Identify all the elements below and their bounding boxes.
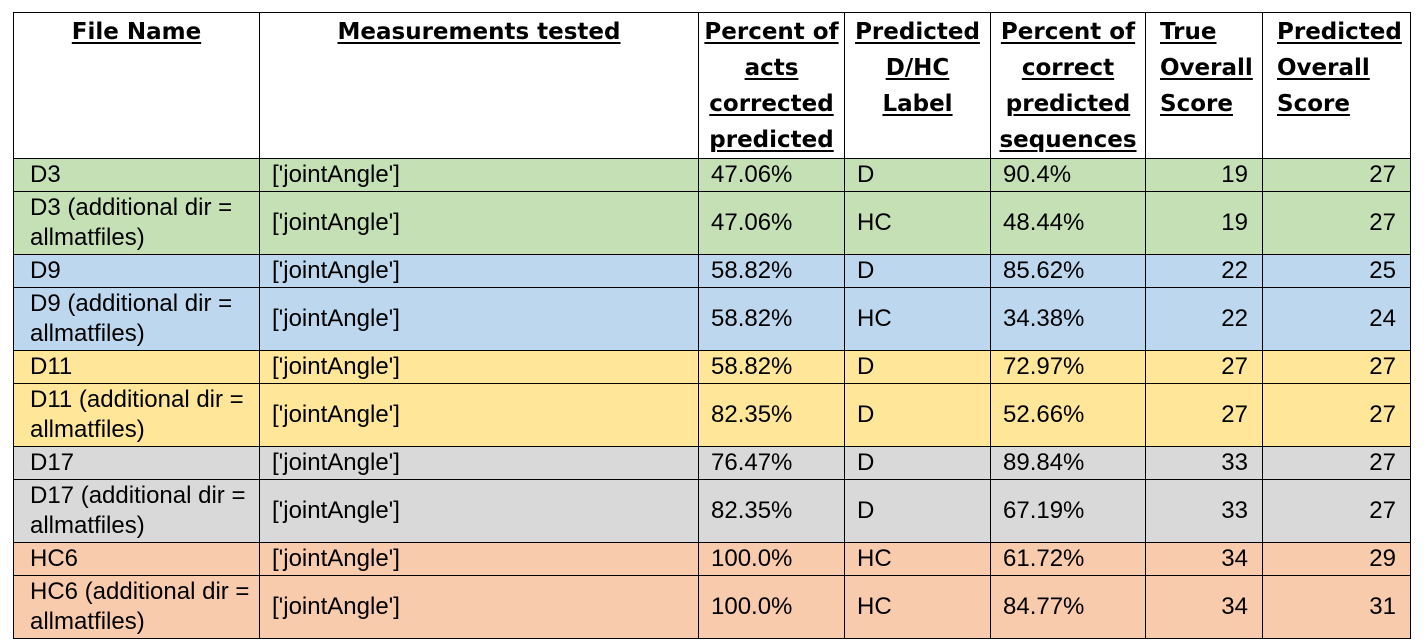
cell-percent-acts: 58.82%	[698, 350, 845, 384]
cell-measurements: ['jointAngle']	[259, 542, 699, 576]
cell-percent-sequences: 48.44%	[990, 191, 1146, 255]
cell-percent-acts: 47.06%	[698, 158, 845, 192]
cell-percent-sequences: 72.97%	[990, 350, 1146, 384]
cell-predicted-label: HC	[844, 191, 991, 255]
table-row: D3 ['jointAngle'] 47.06% D 90.4% 19 27	[13, 158, 1411, 192]
cell-file-name: D3 (additional dir = allmatfiles)	[13, 191, 260, 255]
cell-true-score: 19	[1145, 158, 1263, 192]
table-row: D9 (additional dir = allmatfiles) ['join…	[13, 287, 1411, 351]
cell-percent-sequences: 84.77%	[990, 575, 1146, 639]
cell-true-score: 22	[1145, 254, 1263, 288]
cell-true-score: 33	[1145, 479, 1263, 543]
header-file-name: File Name	[13, 12, 260, 159]
cell-predicted-label: D	[844, 479, 991, 543]
cell-file-name: HC6 (additional dir = allmatfiles)	[13, 575, 260, 639]
cell-true-score: 22	[1145, 287, 1263, 351]
cell-measurements: ['jointAngle']	[259, 383, 699, 447]
header-percent-correct-sequences: Percent of correct predicted sequences	[990, 12, 1146, 159]
cell-file-name: D11 (additional dir = allmatfiles)	[13, 383, 260, 447]
cell-file-name: D3	[13, 158, 260, 192]
cell-percent-sequences: 89.84%	[990, 446, 1146, 480]
cell-file-name: D9 (additional dir = allmatfiles)	[13, 287, 260, 351]
cell-measurements: ['jointAngle']	[259, 350, 699, 384]
cell-predicted-score: 27	[1262, 191, 1411, 255]
cell-percent-acts: 82.35%	[698, 479, 845, 543]
cell-predicted-label: HC	[844, 287, 991, 351]
cell-predicted-label: D	[844, 254, 991, 288]
cell-percent-acts: 82.35%	[698, 383, 845, 447]
table-row: D17 (additional dir = allmatfiles) ['joi…	[13, 479, 1411, 543]
cell-true-score: 33	[1145, 446, 1263, 480]
cell-predicted-score: 27	[1262, 350, 1411, 384]
cell-predicted-score: 25	[1262, 254, 1411, 288]
cell-percent-sequences: 67.19%	[990, 479, 1146, 543]
cell-file-name: D17 (additional dir = allmatfiles)	[13, 479, 260, 543]
cell-percent-sequences: 90.4%	[990, 158, 1146, 192]
cell-percent-sequences: 61.72%	[990, 542, 1146, 576]
cell-measurements: ['jointAngle']	[259, 479, 699, 543]
cell-predicted-score: 27	[1262, 383, 1411, 447]
cell-percent-acts: 100.0%	[698, 575, 845, 639]
table-row: D9 ['jointAngle'] 58.82% D 85.62% 22 25	[13, 254, 1411, 288]
cell-measurements: ['jointAngle']	[259, 575, 699, 639]
cell-percent-acts: 47.06%	[698, 191, 845, 255]
cell-measurements: ['jointAngle']	[259, 158, 699, 192]
header-true-overall-score: True Overall Score	[1145, 12, 1263, 159]
table-row: D11 (additional dir = allmatfiles) ['joi…	[13, 383, 1411, 447]
header-measurements-tested: Measurements tested	[259, 12, 699, 159]
cell-predicted-label: D	[844, 446, 991, 480]
header-percent-acts-corrected: Percent of acts corrected predicted	[698, 12, 845, 159]
cell-file-name: D11	[13, 350, 260, 384]
cell-measurements: ['jointAngle']	[259, 287, 699, 351]
cell-percent-sequences: 85.62%	[990, 254, 1146, 288]
cell-true-score: 27	[1145, 350, 1263, 384]
header-predicted-label: Predicted D/HC Label	[844, 12, 991, 159]
header-predicted-overall-score: Predicted Overall Score	[1262, 12, 1411, 159]
cell-true-score: 34	[1145, 575, 1263, 639]
cell-true-score: 19	[1145, 191, 1263, 255]
results-table: File Name Measurements tested Percent of…	[13, 12, 1411, 639]
cell-measurements: ['jointAngle']	[259, 191, 699, 255]
cell-predicted-score: 27	[1262, 158, 1411, 192]
cell-file-name: D9	[13, 254, 260, 288]
cell-true-score: 34	[1145, 542, 1263, 576]
table-row: D3 (additional dir = allmatfiles) ['join…	[13, 191, 1411, 255]
cell-true-score: 27	[1145, 383, 1263, 447]
cell-percent-acts: 100.0%	[698, 542, 845, 576]
header-row: File Name Measurements tested Percent of…	[13, 12, 1411, 159]
cell-predicted-label: D	[844, 158, 991, 192]
table-row: HC6 ['jointAngle'] 100.0% HC 61.72% 34 2…	[13, 542, 1411, 576]
cell-predicted-score: 24	[1262, 287, 1411, 351]
cell-percent-sequences: 34.38%	[990, 287, 1146, 351]
cell-file-name: D17	[13, 446, 260, 480]
table-row: HC6 (additional dir = allmatfiles) ['joi…	[13, 575, 1411, 639]
cell-percent-sequences: 52.66%	[990, 383, 1146, 447]
cell-predicted-score: 31	[1262, 575, 1411, 639]
cell-predicted-label: HC	[844, 575, 991, 639]
cell-predicted-score: 27	[1262, 479, 1411, 543]
cell-predicted-score: 29	[1262, 542, 1411, 576]
cell-predicted-score: 27	[1262, 446, 1411, 480]
cell-predicted-label: D	[844, 350, 991, 384]
table-row: D17 ['jointAngle'] 76.47% D 89.84% 33 27	[13, 446, 1411, 480]
cell-percent-acts: 76.47%	[698, 446, 845, 480]
cell-measurements: ['jointAngle']	[259, 446, 699, 480]
cell-predicted-label: D	[844, 383, 991, 447]
table-row: D11 ['jointAngle'] 58.82% D 72.97% 27 27	[13, 350, 1411, 384]
cell-file-name: HC6	[13, 542, 260, 576]
cell-predicted-label: HC	[844, 542, 991, 576]
cell-percent-acts: 58.82%	[698, 254, 845, 288]
cell-percent-acts: 58.82%	[698, 287, 845, 351]
cell-measurements: ['jointAngle']	[259, 254, 699, 288]
